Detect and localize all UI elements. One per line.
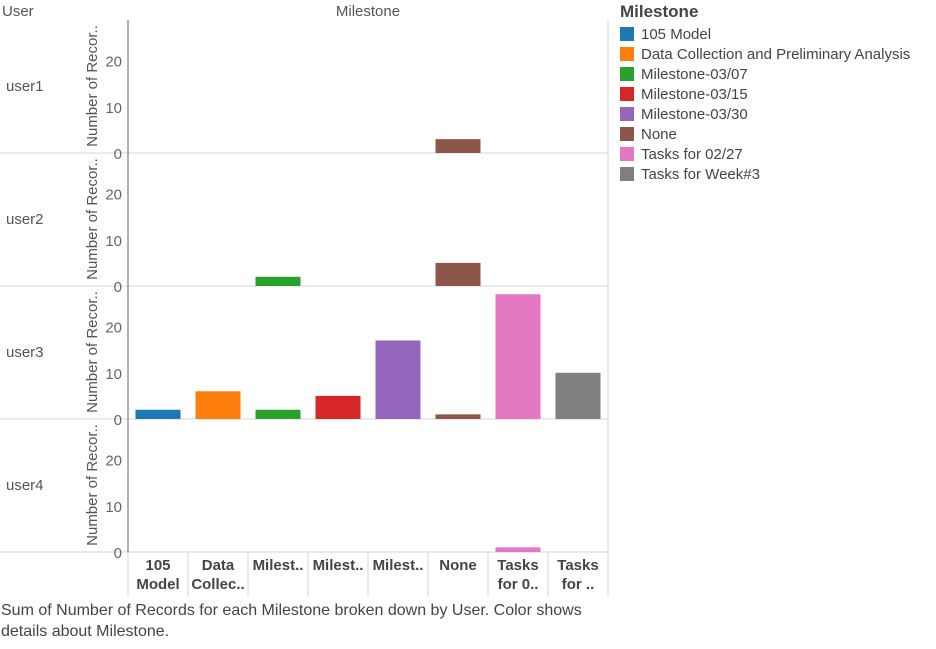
bar <box>435 139 481 153</box>
y-tick-label: 20 <box>105 453 122 470</box>
y-axis-label: Number of Recor.. <box>84 424 101 546</box>
legend-item[interactable]: None <box>620 124 910 144</box>
row-label: user3 <box>6 344 44 361</box>
y-tick-label: 10 <box>105 499 122 516</box>
y-tick-label: 20 <box>105 54 122 71</box>
legend-swatch <box>620 167 634 181</box>
legend-item[interactable]: Milestone-03/07 <box>620 64 910 84</box>
legend-label: Data Collection and Preliminary Analysis <box>641 45 911 63</box>
legend-label: Milestone-03/15 <box>641 85 748 103</box>
bar <box>315 395 361 419</box>
x-tick-label-line: None <box>439 557 477 574</box>
column-header-milestone: Milestone <box>335 3 401 20</box>
legend-label: Tasks for Week#3 <box>641 165 760 183</box>
bar <box>135 409 181 419</box>
bar <box>435 414 481 419</box>
x-tick-label-line: for .. <box>562 576 595 593</box>
x-tick-label: 105 Model <box>136 557 179 593</box>
x-tick-label-line: Tasks <box>557 557 598 574</box>
y-tick-label: 0 <box>114 279 122 296</box>
legend-swatch <box>620 47 634 61</box>
row-label: user2 <box>6 211 44 228</box>
legend-swatch <box>620 87 634 101</box>
y-tick-label: 0 <box>114 146 122 163</box>
x-tick-label: Data Collec.. <box>191 557 244 593</box>
x-tick-label-line: Data <box>202 557 235 574</box>
x-tick-label-line: Model <box>136 576 179 593</box>
legend: Milestone 105 Model Data Collection and P… <box>620 2 910 184</box>
x-tick-label-line: Milest.. <box>373 557 424 574</box>
bar <box>435 262 481 286</box>
bar <box>495 547 541 552</box>
legend-label: None <box>641 125 677 143</box>
legend-item[interactable]: Data Collection and Preliminary Analysis <box>620 44 910 64</box>
legend-label: Milestone-03/30 <box>641 105 748 123</box>
row-label: user4 <box>6 477 44 494</box>
legend-swatch <box>620 127 634 141</box>
x-tick-label-line: Milest.. <box>253 557 304 574</box>
x-tick-label: None <box>439 557 477 574</box>
legend-label: 105 Model <box>641 25 712 43</box>
row-label: user1 <box>6 78 44 95</box>
bar <box>495 294 541 419</box>
legend-title: Milestone <box>620 2 699 21</box>
legend-swatch <box>620 27 634 41</box>
y-tick-label: 10 <box>105 100 122 117</box>
legend-label: Tasks for 02/27 <box>641 145 743 163</box>
y-axis-label: Number of Recor.. <box>84 25 101 147</box>
bar <box>255 276 301 286</box>
legend-item[interactable]: 105 Model <box>620 24 910 44</box>
legend-item[interactable]: Milestone-03/30 <box>620 104 910 124</box>
chart-caption: Sum of Number of Records for each Milest… <box>1 602 582 640</box>
x-tick-label: Milest.. <box>313 557 364 574</box>
bar <box>255 409 301 419</box>
y-axis-label: Number of Recor.. <box>84 291 101 413</box>
row-header-user: User <box>2 3 34 20</box>
bar <box>375 340 421 419</box>
legend-swatch <box>620 107 634 121</box>
x-tick-label-line: Tasks <box>497 557 538 574</box>
x-tick-label: Tasks for .. <box>557 557 598 593</box>
y-axis-label: Number of Recor.. <box>84 158 101 280</box>
y-tick-label: 20 <box>105 320 122 337</box>
legend-swatch <box>620 67 634 81</box>
y-tick-label: 20 <box>105 187 122 204</box>
legend-item[interactable]: Tasks for 02/27 <box>620 144 910 164</box>
y-tick-label: 0 <box>114 545 122 562</box>
y-tick-label: 10 <box>105 233 122 250</box>
x-tick-label-line: for 0.. <box>498 576 539 593</box>
x-tick-label: Tasks for 0.. <box>497 557 538 593</box>
legend-label: Milestone-03/07 <box>641 65 748 83</box>
legend-item[interactable]: Milestone-03/15 <box>620 84 910 104</box>
x-tick-label-line: 105 <box>145 557 170 574</box>
y-tick-label: 10 <box>105 366 122 383</box>
legend-items: 105 Model Data Collection and Preliminary… <box>620 24 910 184</box>
bar <box>555 372 601 419</box>
legend-item[interactable]: Tasks for Week#3 <box>620 164 910 184</box>
legend-swatch <box>620 147 634 161</box>
x-tick-label-line: Collec.. <box>191 576 244 593</box>
bar <box>195 391 241 419</box>
x-tick-label: Milest.. <box>253 557 304 574</box>
x-tick-label-line: Milest.. <box>313 557 364 574</box>
y-tick-label: 0 <box>114 412 122 429</box>
x-tick-label: Milest.. <box>373 557 424 574</box>
